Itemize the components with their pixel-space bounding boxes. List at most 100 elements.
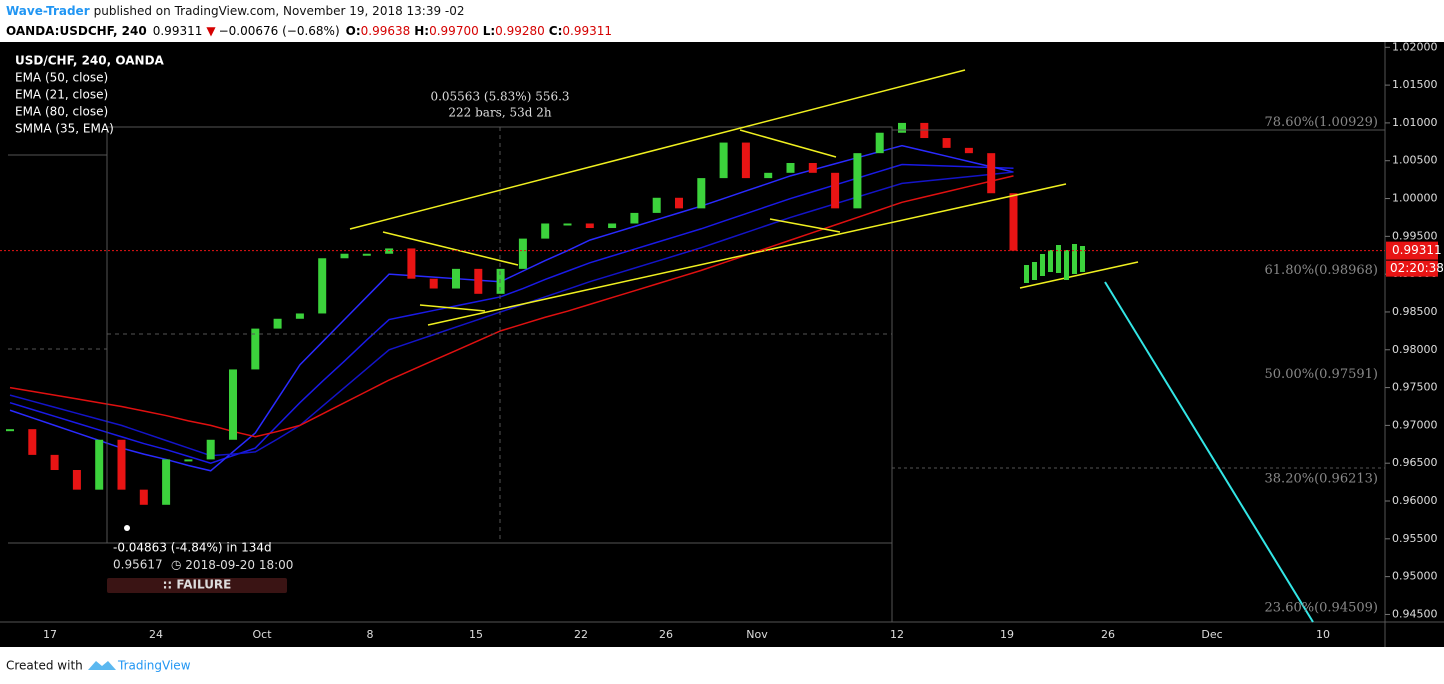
- fib-label: 38.20%(0.96213): [1265, 471, 1378, 486]
- trend-lines: [349, 69, 1139, 326]
- legend: USD/CHF, 240, OANDA EMA (50, close) EMA (2…: [15, 54, 165, 136]
- y-tick-label: 0.94500: [1392, 607, 1438, 620]
- candle: [675, 197, 683, 209]
- legend-entry: USD/CHF, 240, OANDA: [15, 54, 165, 68]
- candle: [95, 439, 104, 490]
- projection-bar: [1064, 250, 1069, 280]
- candle: [875, 132, 884, 154]
- high: 0.99700: [429, 24, 479, 38]
- candle: [964, 147, 973, 154]
- candle: [741, 142, 750, 179]
- candle: [764, 172, 773, 179]
- indicator-line: [9, 171, 1014, 457]
- indicator-line: [9, 175, 1014, 438]
- candle: [117, 439, 126, 490]
- indicator-line: [9, 144, 1014, 472]
- support-line: [1019, 261, 1139, 289]
- projection-bars: [1024, 244, 1085, 283]
- channel-top: [349, 69, 966, 230]
- measure-label: 222 bars, 53d 2h: [448, 106, 551, 120]
- candle: [206, 439, 215, 460]
- last: 0.99311: [153, 24, 203, 38]
- candle: [6, 429, 14, 432]
- x-tick-label: 26: [1101, 628, 1115, 641]
- candle: [72, 470, 81, 490]
- candle: [898, 122, 906, 133]
- price-tag-label: 0.99311: [1392, 243, 1442, 257]
- candle: [496, 268, 505, 294]
- candle: [474, 268, 483, 294]
- legend-entry: SMMA (35, EMA): [15, 122, 114, 136]
- legend-entry: EMA (50, close): [15, 71, 108, 85]
- low: 0.99280: [495, 24, 545, 38]
- tv-logo: [88, 661, 116, 670]
- down-arrow: ▼: [206, 24, 216, 38]
- y-tick-label: 0.96500: [1392, 456, 1438, 469]
- candle: [585, 223, 594, 229]
- y-tick-label: 0.98000: [1392, 343, 1438, 356]
- close: 0.99311: [562, 24, 612, 38]
- y-tick-label: 0.97000: [1392, 418, 1438, 431]
- projection-line: [1104, 281, 1314, 623]
- countdown-tag: [1386, 260, 1438, 277]
- y-tick-label: 0.95000: [1392, 570, 1438, 583]
- legend-entry: EMA (21, close): [15, 88, 108, 102]
- fib-label: 61.80%(0.98968): [1265, 263, 1378, 278]
- l-label: L:: [483, 24, 495, 38]
- candle: [808, 162, 817, 173]
- author[interactable]: Wave-Trader: [6, 4, 90, 18]
- candle: [251, 328, 260, 370]
- flag-bottom: [419, 304, 486, 312]
- candle: [184, 459, 193, 462]
- x-tick-label: 8: [367, 628, 374, 641]
- x-tick-label: 19: [1000, 628, 1014, 641]
- candle: [652, 197, 661, 213]
- x-tick-label: Dec: [1201, 628, 1222, 641]
- candle: [229, 369, 237, 440]
- candle: [518, 238, 527, 269]
- y-tick-label: 0.95500: [1392, 532, 1438, 545]
- y-tick-label: 1.01000: [1392, 116, 1438, 129]
- candle: [719, 142, 728, 179]
- projection-bar: [1024, 265, 1029, 283]
- flag-top: [739, 129, 837, 158]
- o-label: O:: [346, 24, 361, 38]
- candle: [608, 223, 617, 229]
- fib-label: 50.00%(0.97591): [1265, 367, 1378, 382]
- candle: [340, 253, 349, 259]
- candle: [831, 172, 840, 209]
- drop-time: ◷ 2018-09-20 18:00: [171, 558, 293, 572]
- legend-entry: EMA (80, close): [15, 105, 108, 119]
- y-tick-label: 0.99500: [1392, 229, 1438, 242]
- footer-created: Created with: [6, 659, 83, 673]
- drop-time-text: 2018-09-20 18:00: [185, 558, 293, 572]
- candle: [139, 489, 148, 505]
- y-tick-label: 1.00500: [1392, 154, 1438, 167]
- flag-top: [382, 231, 519, 266]
- y-tick-label: 1.02000: [1392, 40, 1438, 53]
- projection-bar: [1032, 262, 1037, 280]
- candle: [407, 248, 416, 279]
- open: 0.99638: [361, 24, 411, 38]
- projection-bar: [1040, 254, 1045, 276]
- candle: [28, 429, 37, 455]
- candle: [50, 454, 59, 471]
- x-tick-label: 24: [149, 628, 163, 641]
- candle: [853, 153, 862, 209]
- x-tick-label: 10: [1316, 628, 1330, 641]
- fib-label: 23.60%(0.94509): [1265, 600, 1378, 615]
- candle: [1009, 193, 1018, 251]
- footer-brand[interactable]: TradingView: [117, 659, 191, 673]
- x-tick-label: 17: [43, 628, 57, 641]
- drop-label: -0.04863 (-4.84%) in 134d: [113, 541, 272, 555]
- marker: [124, 525, 130, 531]
- channel-bottom: [427, 183, 1067, 326]
- price-tag: [1386, 241, 1438, 260]
- candle: [563, 223, 572, 226]
- c-label: C:: [549, 24, 563, 38]
- x-tick-label: 22: [574, 628, 588, 641]
- measure-label: 0.05563 (5.83%) 556.3: [430, 90, 569, 104]
- h-label: H:: [414, 24, 429, 38]
- x-tick-label: 15: [469, 628, 483, 641]
